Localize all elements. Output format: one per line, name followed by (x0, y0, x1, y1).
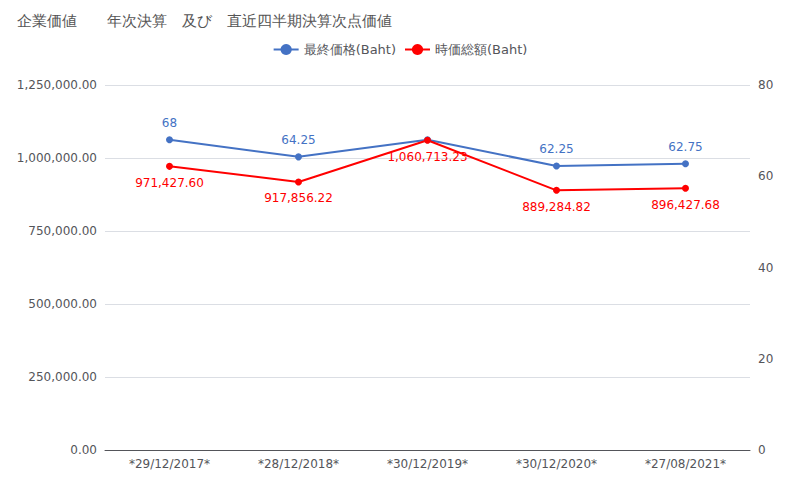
svg-text:*27/08/2021*: *27/08/2021* (645, 457, 726, 471)
svg-text:*30/12/2019*: *30/12/2019* (387, 457, 468, 471)
svg-text:917,856.22: 917,856.22 (264, 191, 333, 205)
svg-text:62.75: 62.75 (668, 140, 702, 154)
svg-text:40: 40 (758, 261, 773, 275)
svg-text:250,000.00: 250,000.00 (28, 370, 97, 384)
svg-text:68: 68 (162, 116, 177, 130)
svg-text:1,250,000.00: 1,250,000.00 (17, 78, 97, 92)
svg-text:0.00: 0.00 (70, 443, 97, 457)
svg-text:60: 60 (758, 169, 773, 183)
svg-text:最終価格(Baht): 最終価格(Baht) (304, 42, 396, 57)
svg-text:971,427.60: 971,427.60 (135, 176, 204, 190)
svg-text:889,284.82: 889,284.82 (522, 200, 591, 214)
svg-text:1,060,713.23: 1,060,713.23 (387, 150, 467, 164)
svg-text:20: 20 (758, 352, 773, 366)
svg-text:896,427.68: 896,427.68 (651, 198, 720, 212)
svg-text:*29/12/2017*: *29/12/2017* (129, 457, 210, 471)
svg-text:*30/12/2020*: *30/12/2020* (516, 457, 597, 471)
svg-text:62.25: 62.25 (539, 142, 573, 156)
svg-text:0: 0 (758, 443, 766, 457)
svg-text:80: 80 (758, 78, 773, 92)
svg-text:時価総額(Baht): 時価総額(Baht) (435, 42, 527, 57)
svg-text:750,000.00: 750,000.00 (28, 224, 97, 238)
svg-text:64.25: 64.25 (281, 133, 315, 147)
svg-text:1,000,000.00: 1,000,000.00 (17, 151, 97, 165)
svg-text:500,000.00: 500,000.00 (28, 297, 97, 311)
svg-text:*28/12/2018*: *28/12/2018* (258, 457, 339, 471)
svg-text:企業価値 年次決算 及び 直近四半期決算次点価値: 企業価値 年次決算 及び 直近四半期決算次点価値 (17, 12, 392, 30)
